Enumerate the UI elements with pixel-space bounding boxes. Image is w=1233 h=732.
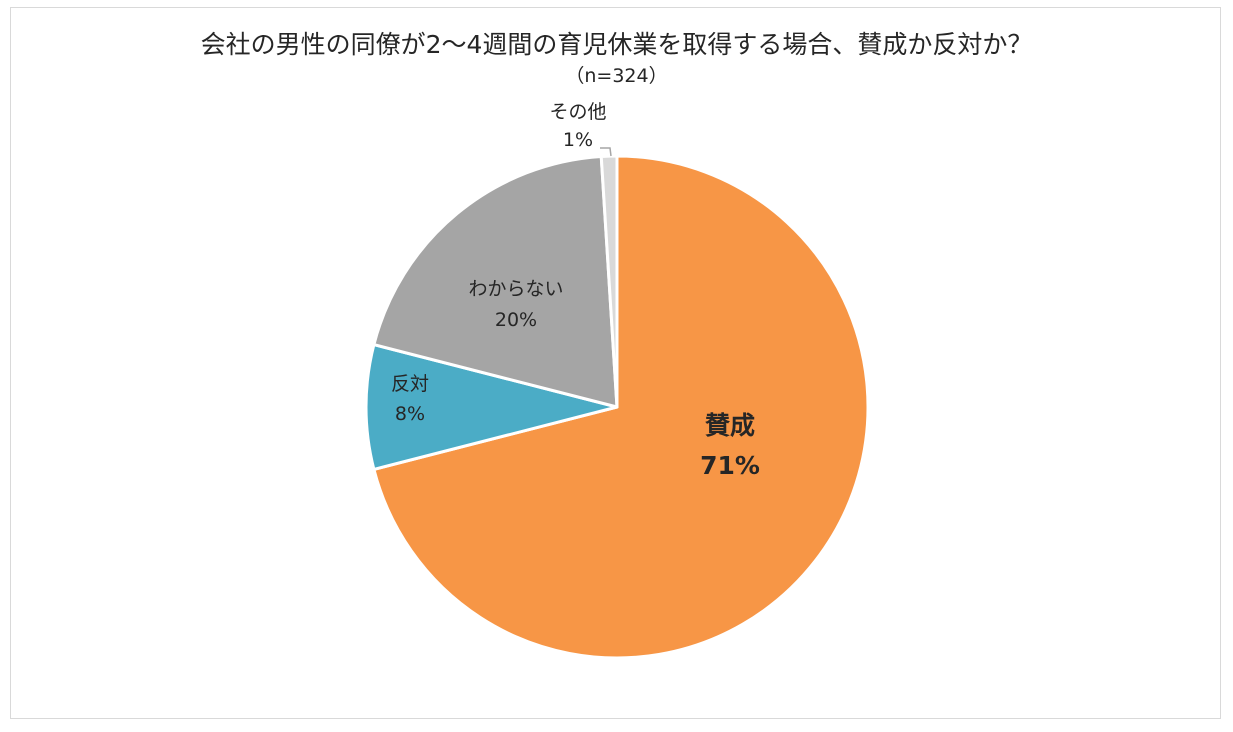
- leader-line: [600, 147, 612, 157]
- slice-label: 反対: [391, 373, 429, 395]
- slice-value-label: 71%: [700, 451, 760, 480]
- slice-value-label: 20%: [495, 309, 537, 331]
- chart-title: 会社の男性の同僚が2～4週間の育児休業を取得する場合、賛成か反対か？: [200, 30, 1033, 59]
- slice-label: わからない: [468, 278, 563, 300]
- pie-slice: [372, 154, 870, 660]
- chart-subtitle: （n=324）: [565, 65, 668, 87]
- slice-labels: 賛成 71% 反対 8% わからない 20% その他 1%: [391, 101, 760, 480]
- leader-lines: [600, 147, 612, 157]
- pie-slices: [364, 154, 870, 660]
- pie-slice: [372, 155, 619, 409]
- pie-slice: [599, 154, 619, 409]
- slice-value-label: 1%: [563, 129, 593, 151]
- pie-slice: [364, 343, 619, 471]
- slice-label: 賛成: [705, 411, 755, 440]
- slice-value-label: 8%: [395, 403, 425, 425]
- slice-label: その他: [549, 101, 606, 123]
